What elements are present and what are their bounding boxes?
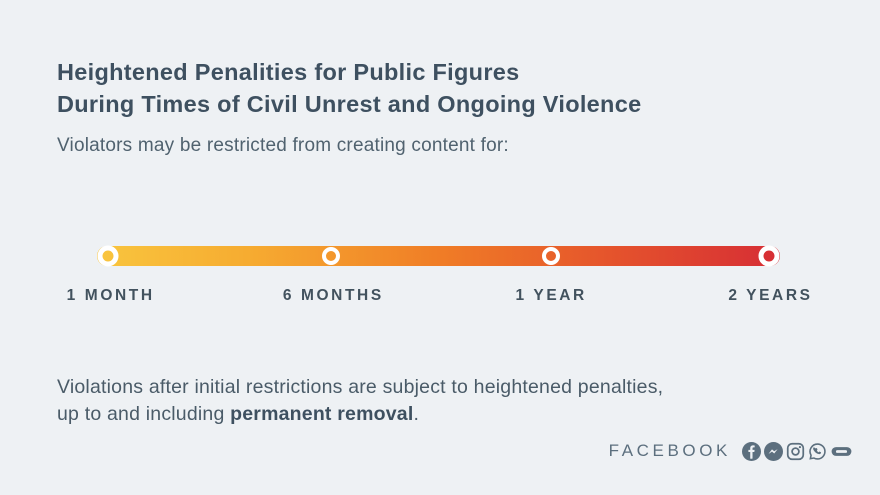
facebook-icon xyxy=(742,441,761,461)
penalty-timeline: 1 MONTH 6 MONTHS 1 YEAR 2 YEARS xyxy=(67,245,810,304)
footer-icon-row xyxy=(742,441,853,461)
footnote-line-1: Violations after initial restrictions ar… xyxy=(57,376,664,398)
timeline-marker-6-months xyxy=(322,247,341,265)
footnote-bold-text: permanent removal xyxy=(230,403,414,425)
facebook-wordmark: FACEBOOK xyxy=(608,441,731,460)
footnote: Violations after initial restrictions ar… xyxy=(57,374,663,428)
title-line-1: Heightened Penalities for Public Figures xyxy=(57,59,520,85)
page-title: Heightened Penalities for Public Figures… xyxy=(57,56,641,120)
whatsapp-icon xyxy=(808,442,827,461)
timeline-marker-1-month xyxy=(97,245,119,267)
title-line-2: During Times of Civil Unrest and Ongoing… xyxy=(57,91,642,117)
footnote-line-2: up to and including permanent removal. xyxy=(57,401,663,428)
footnote-line-2-suffix: . xyxy=(413,403,420,425)
footnote-line-2-prefix: up to and including xyxy=(57,403,231,425)
timeline-gradient-bar xyxy=(97,246,780,266)
tick-label-1-month: 1 MONTH xyxy=(66,287,155,304)
instagram-icon xyxy=(786,442,805,461)
tick-label-1-year: 1 YEAR xyxy=(515,287,587,304)
footer-branding: FACEBOOK xyxy=(609,441,853,461)
timeline-marker-2-years xyxy=(758,245,780,267)
tick-label-6-months: 6 MONTHS xyxy=(282,287,384,304)
messenger-icon xyxy=(764,441,783,461)
timeline-marker-1-year xyxy=(542,247,561,265)
tick-label-2-years: 2 YEARS xyxy=(728,287,813,304)
subtitle: Violators may be restricted from creatin… xyxy=(57,135,509,156)
oculus-icon xyxy=(830,442,853,461)
